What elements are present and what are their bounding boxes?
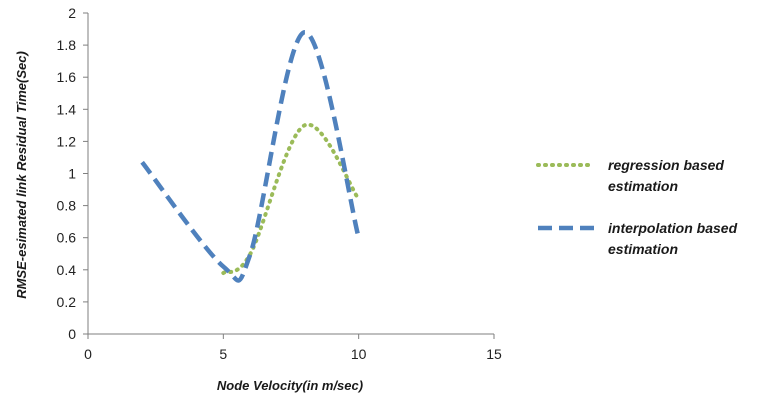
legend-label-0: regression based: [608, 157, 724, 173]
x-tick-label: 0: [84, 346, 92, 362]
y-tick-label: 0.4: [57, 262, 77, 278]
y-tick-label: 0: [68, 326, 76, 342]
series-line-1: [140, 30, 361, 283]
y-tick-label: 1: [68, 166, 76, 182]
x-axis-title: Node Velocity(in m/sec): [217, 378, 363, 393]
y-tick-label: 1.4: [57, 101, 77, 117]
y-tick-label: 1.6: [57, 69, 77, 85]
x-tick-label: 15: [486, 346, 502, 362]
y-tick-label: 0.2: [57, 294, 77, 310]
legend-label-1: interpolation based: [608, 220, 738, 236]
legend-label-0: estimation: [608, 178, 678, 194]
series-layer: [140, 30, 361, 283]
legend: regression based estimation interpolation …: [536, 157, 738, 257]
y-tick-label: 2: [68, 5, 76, 21]
x-tick-label: 5: [219, 346, 227, 362]
y-tick-label: 1.8: [57, 37, 77, 53]
y-tick-label: 0.8: [57, 198, 77, 214]
x-tick-label: 10: [351, 346, 367, 362]
legend-label-1: estimation: [608, 241, 678, 257]
y-tick-label: 1.2: [57, 133, 77, 149]
x-axis: 0 5 10 15: [84, 333, 502, 362]
y-tick-label: 0.6: [57, 230, 77, 246]
y-axis-title: RMSE-esimated link Residual Time(Sec): [14, 51, 29, 299]
y-axis: 0 0.2 0.4 0.6 0.8 1 1.2 1.4 1.6 1.8 2: [57, 5, 89, 342]
series-line-0: [221, 122, 361, 276]
